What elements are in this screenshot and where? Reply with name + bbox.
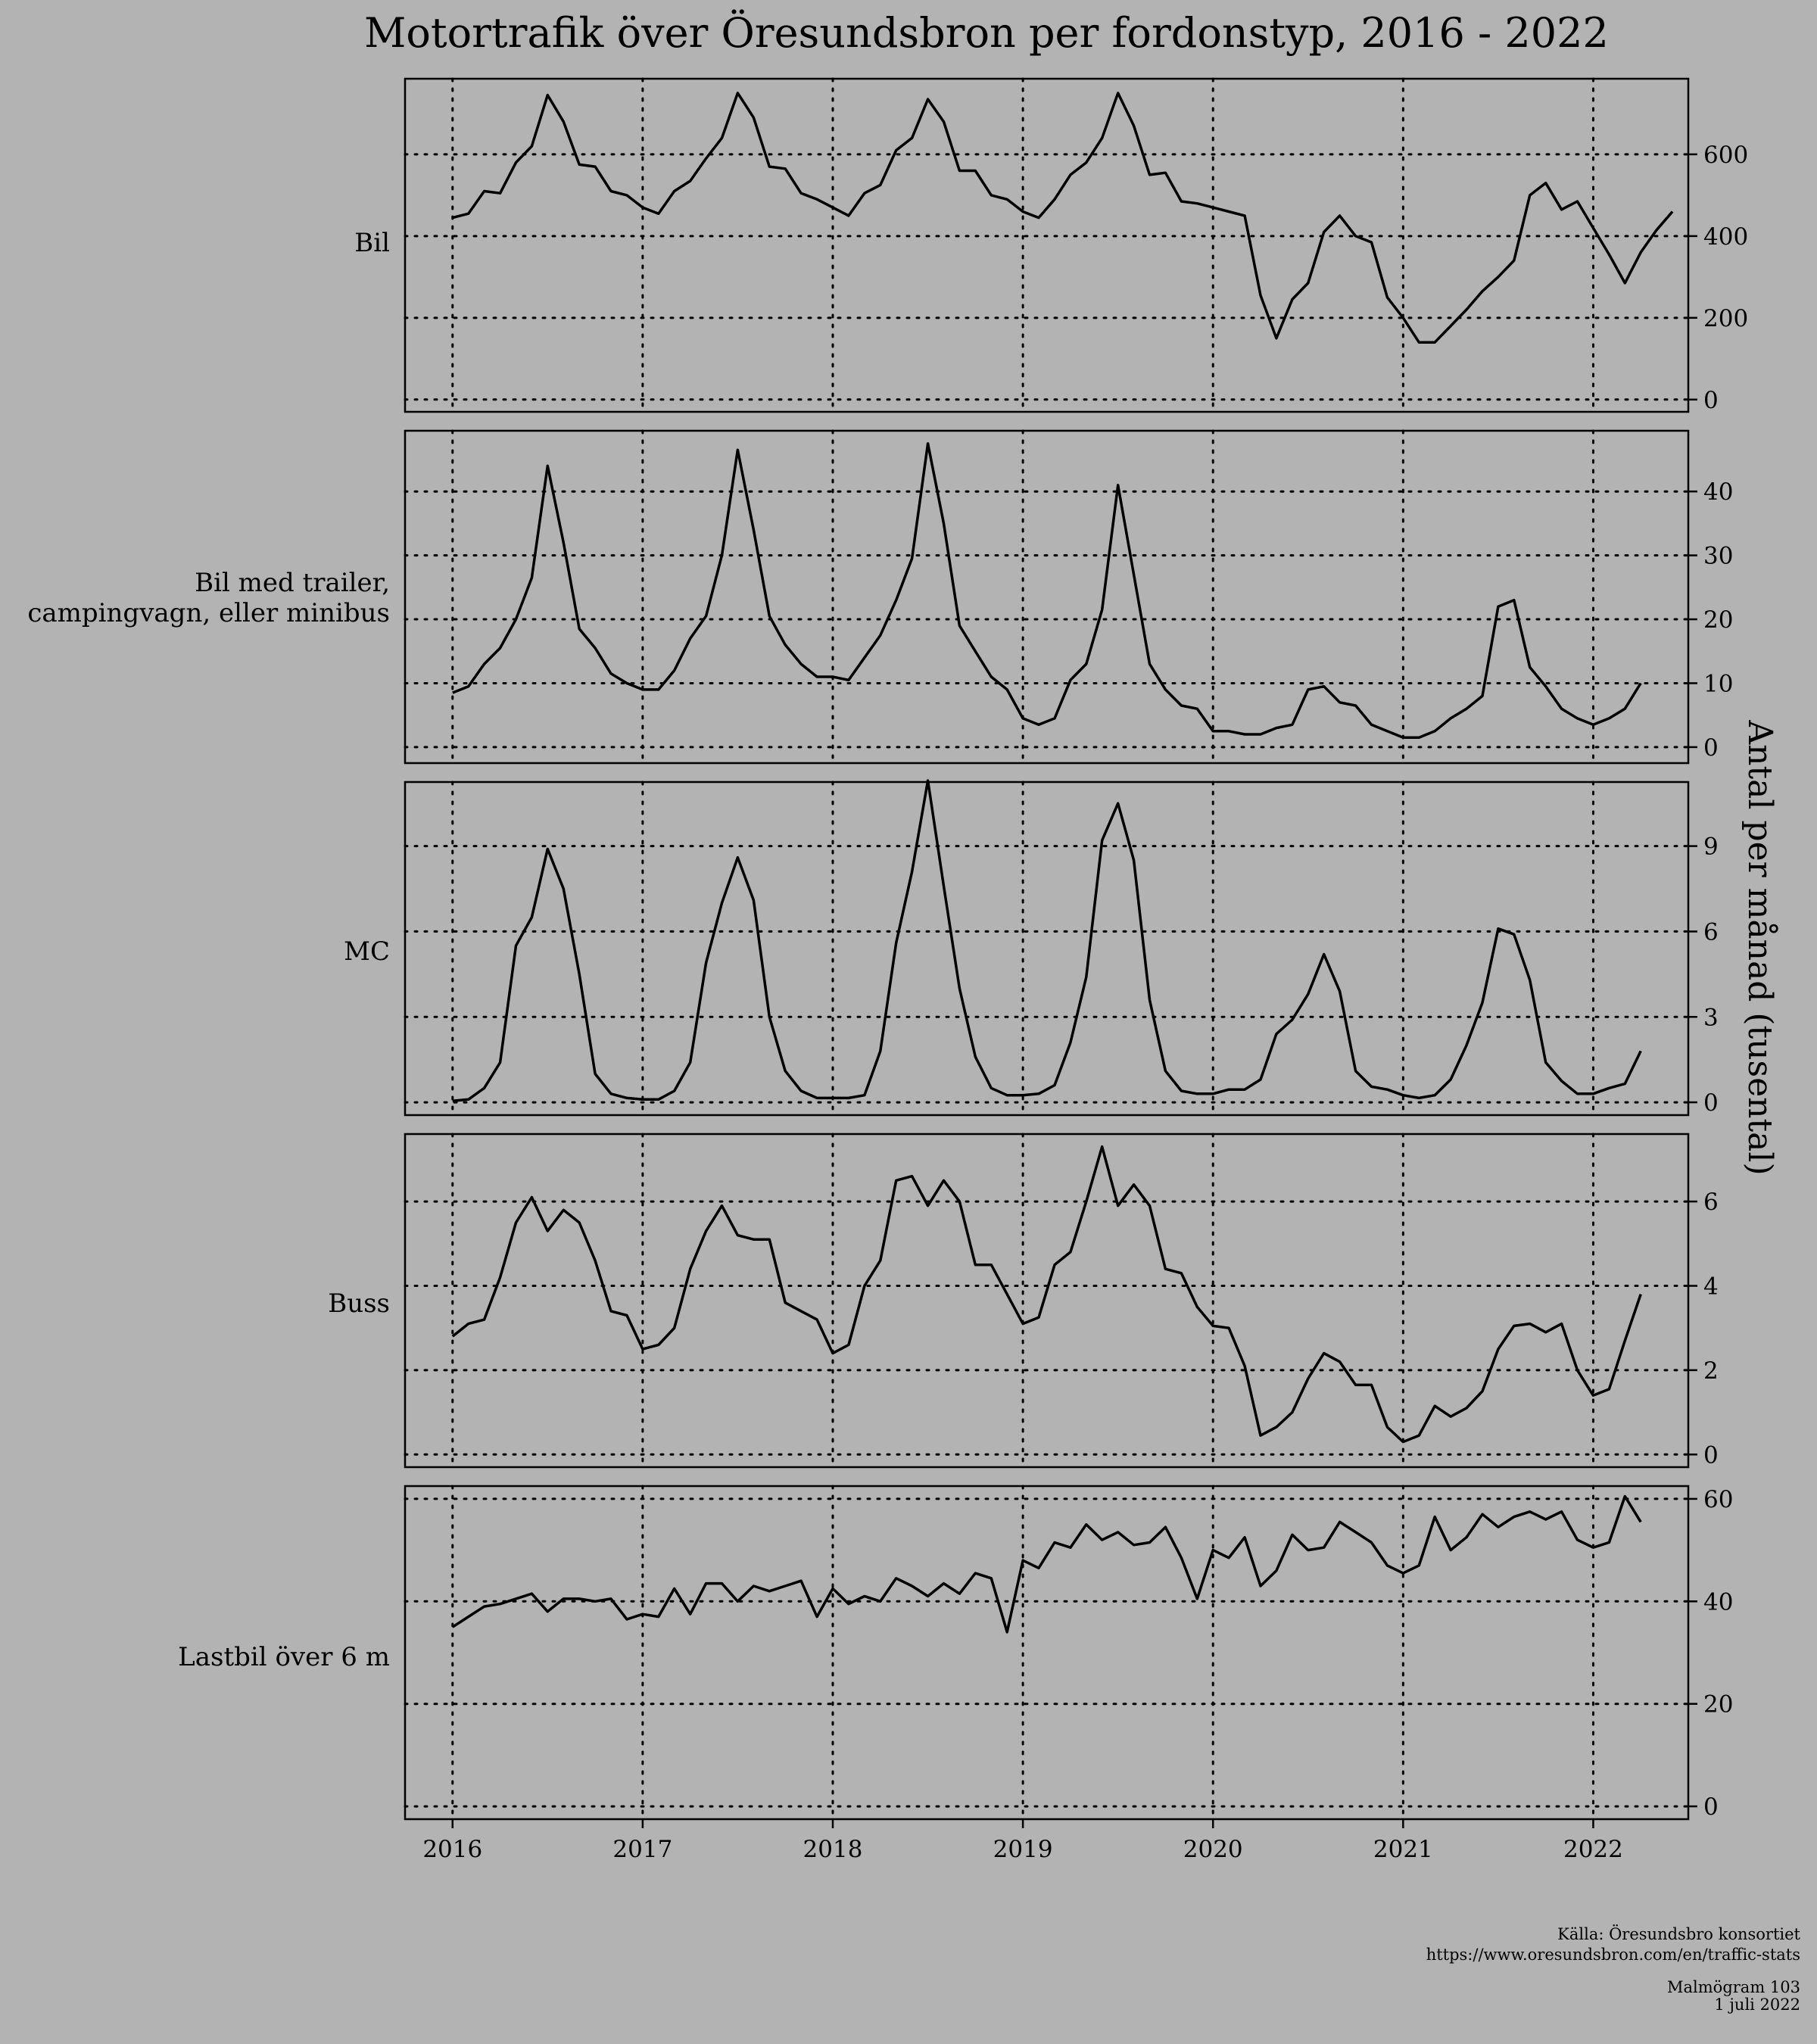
x-axis: 2016 2017 2018 2019 2020 2021 2022 [422,1819,1623,1863]
x-tick-label: 2021 [1373,1836,1433,1863]
y-tick-label: 2 [1703,1357,1719,1385]
panel-1: 0 200 400 600 Bil [354,77,1748,414]
y-tick-label: 40 [1703,1588,1733,1616]
y-tick-label: 30 [1703,543,1733,570]
y-tick-label: 6 [1703,1189,1719,1216]
y-tick-label: 9 [1703,833,1719,861]
y-tick-label: 200 [1703,305,1748,332]
y-tick-label: 40 [1703,478,1733,506]
panel-label: Bil [354,228,390,258]
panel-4: 0 2 4 6 Buss [328,1133,1719,1469]
panel-label: Lastbil över 6 m [178,1642,390,1672]
panel-label: Buss [328,1288,390,1319]
panel-frame [404,1485,1690,1821]
x-tick-label: 2022 [1563,1836,1623,1863]
y-tick-label: 600 [1703,142,1748,169]
x-tick-label: 2020 [1183,1836,1243,1863]
y-tick-label: 400 [1703,223,1748,251]
panel-5: 0 20 40 60 Lastbil över 6 m [178,1485,1733,1821]
y-tick-label: 4 [1703,1273,1719,1301]
panel-2: 0 10 20 30 40 Bil med trailer, campingvagn, el… [27,429,1733,765]
panel-frame [404,429,1690,765]
caption: Källa: Öresundsbro konsortiet https://ww… [1426,1924,1801,2014]
panel-frame [404,1133,1690,1469]
y-axis-title: Antal per månad (tusental) [1741,719,1779,1175]
series-line [452,442,1642,739]
series-line [452,92,1674,344]
x-tick-label: 2016 [422,1836,482,1863]
y-tick-label: 0 [1703,1441,1719,1469]
series-line [452,779,1642,1102]
panel-frame [404,781,1690,1117]
y-tick-label: 10 [1703,670,1733,697]
panel-label: MC [344,936,390,967]
series-line [451,1145,1642,1444]
y-tick-label: 0 [1703,387,1719,414]
source-url: https://www.oresundsbron.com/en/traffic-… [1426,1946,1800,1964]
y-tick-label: 0 [1703,1089,1719,1117]
source-text: Källa: Öresundsbro konsortiet [1557,1924,1800,1943]
series-line [451,1494,1642,1634]
credit-text: Malmögram 103 [1667,1978,1800,1996]
y-tick-label: 6 [1703,918,1719,946]
y-tick-label: 3 [1703,1004,1719,1031]
panel-frame [404,77,1690,413]
x-tick-label: 2018 [803,1836,863,1863]
date-text: 1 juli 2022 [1714,1996,1800,2014]
x-tick-label: 2019 [993,1836,1053,1863]
chart-title: Motortrafik över Öresundsbron per fordon… [364,8,1609,57]
panel-label: Bil med trailer, campingvagn, eller minib… [27,568,390,628]
panel-3: 0 3 6 9 MC [344,779,1719,1117]
y-tick-label: 20 [1703,1691,1733,1718]
y-tick-label: 20 [1703,606,1733,634]
y-tick-label: 60 [1703,1486,1733,1513]
y-tick-label: 0 [1703,1793,1719,1821]
y-tick-label: 0 [1703,734,1719,762]
x-tick-label: 2017 [612,1836,672,1863]
